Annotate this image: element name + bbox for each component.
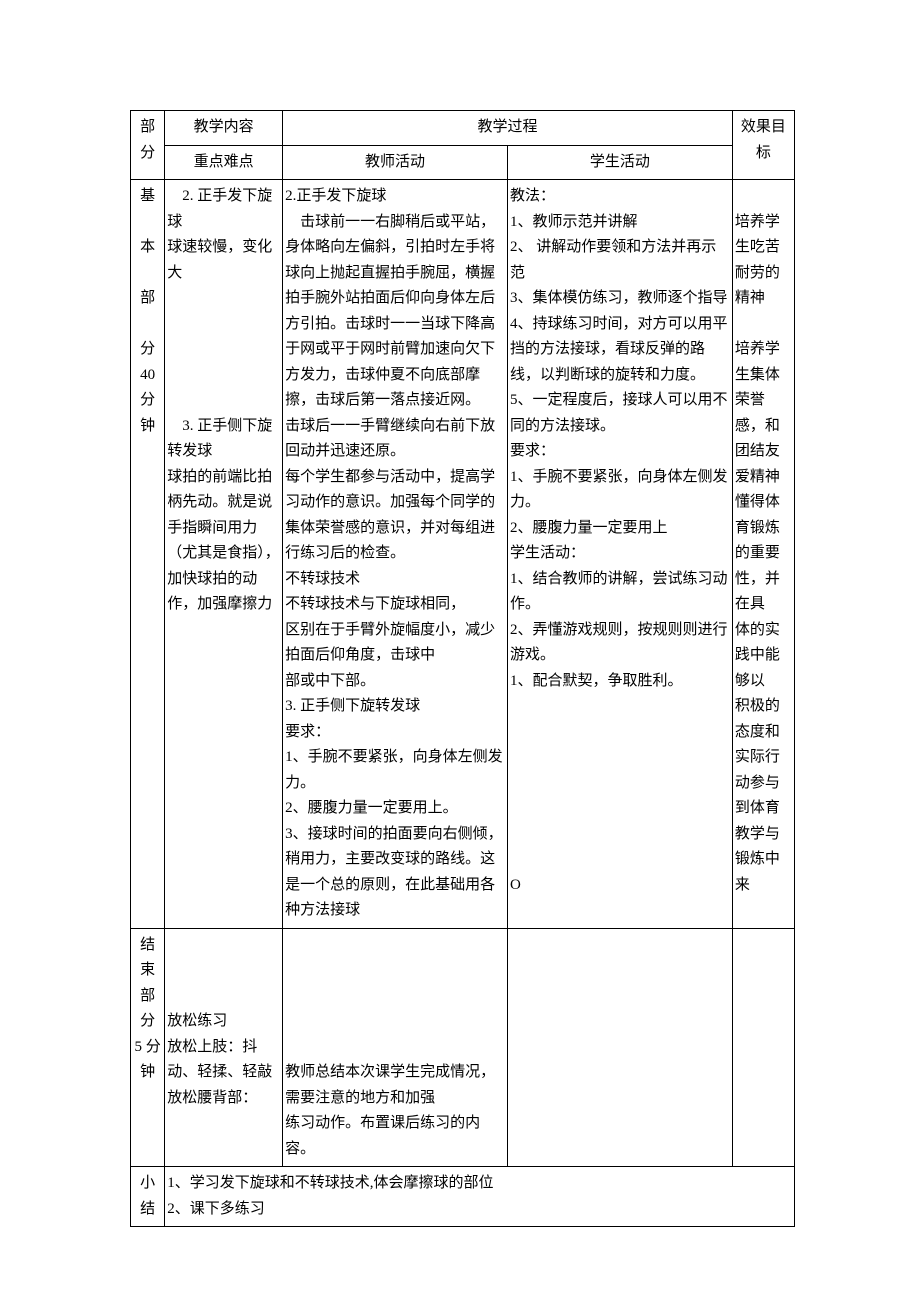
header-teacher: 教师活动 (283, 145, 508, 180)
lesson-table: 部分 教学内容 教学过程 效果目标 重点难点 教师活动 学生活动 基 本 部 分… (130, 110, 795, 1227)
cell-part-end: 结束部分 5 分钟 (131, 928, 165, 1167)
header-student: 学生活动 (507, 145, 732, 180)
header-content: 教学内容 (165, 111, 283, 146)
cell-keypoints-end: 放松练习 放松上肢：抖动、轻揉、轻敲放松腰背部： (165, 928, 283, 1167)
header-part: 部分 (131, 111, 165, 180)
lesson-plan-page: 部分 教学内容 教学过程 效果目标 重点难点 教师活动 学生活动 基 本 部 分… (0, 0, 920, 1301)
header-process: 教学过程 (283, 111, 733, 146)
header-row-2: 重点难点 教师活动 学生活动 (131, 145, 795, 180)
cell-summary-text: 1、学习发下旋球和不转球技术,体会摩擦球的部位 2、课下多练习 (165, 1167, 795, 1227)
cell-teacher-end: 教师总结本次课学生完成情况，需要注意的地方和加强 练习动作。布置课后练习的内容。 (283, 928, 508, 1167)
header-row-1: 部分 教学内容 教学过程 效果目标 (131, 111, 795, 146)
cell-teacher-basic: 2.正手发下旋球 击球前一一右脚稍后或平站，身体略向左偏斜，引拍时左手将球向上抛… (283, 180, 508, 929)
cell-student-basic: 教法： 1、教师示范并讲解 2、 讲解动作要领和方法并再示范 3、集体模仿练习，… (507, 180, 732, 929)
cell-part-basic: 基 本 部 分 40 分 钟 (131, 180, 165, 929)
cell-effect-basic: 培养学生吃苦耐劳的 精神 培养学生集体荣誉感，和团结友爱精神懂得体育锻炼的重要性… (732, 180, 794, 929)
row-summary: 小结 1、学习发下旋球和不转球技术,体会摩擦球的部位 2、课下多练习 (131, 1167, 795, 1227)
row-end-part: 结束部分 5 分钟 放松练习 放松上肢：抖动、轻揉、轻敲放松腰背部： 教师总结本… (131, 928, 795, 1167)
header-keypoints: 重点难点 (165, 145, 283, 180)
header-effect: 效果目标 (732, 111, 794, 180)
cell-effect-end (732, 928, 794, 1167)
cell-student-end (507, 928, 732, 1167)
cell-summary-label: 小结 (131, 1167, 165, 1227)
cell-keypoints-basic: 2. 正手发下旋球 球速较慢，变化大 3. 正手侧下旋转发球 球拍的前端比拍柄先… (165, 180, 283, 929)
row-basic-part: 基 本 部 分 40 分 钟 2. 正手发下旋球 球速较慢，变化大 3. 正手侧… (131, 180, 795, 929)
